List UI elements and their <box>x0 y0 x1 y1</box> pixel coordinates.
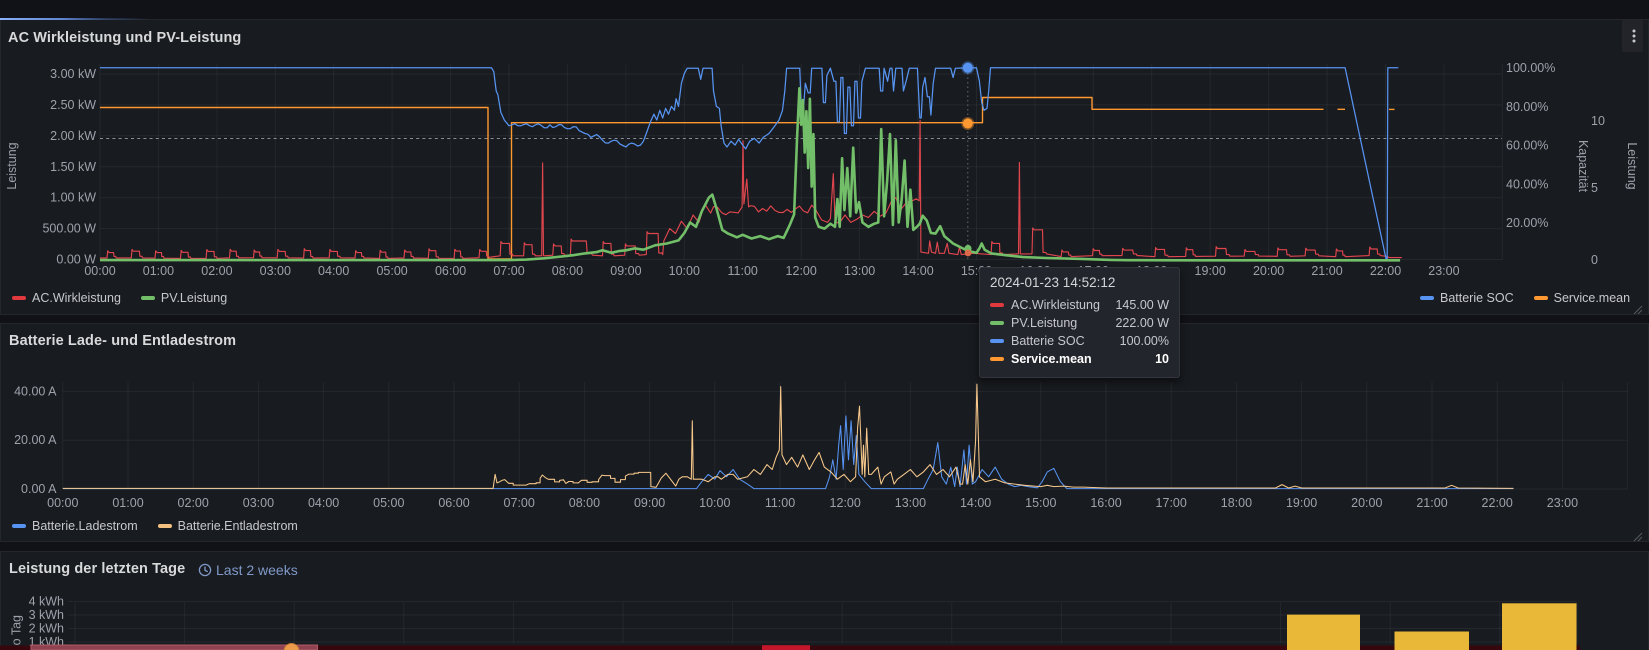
svg-text:21:00: 21:00 <box>1416 496 1447 510</box>
svg-text:22:00: 22:00 <box>1370 264 1401 278</box>
svg-text:18:00: 18:00 <box>1221 496 1252 510</box>
svg-text:06:00: 06:00 <box>435 264 466 278</box>
svg-text:4 kWh: 4 kWh <box>29 595 64 609</box>
svg-text:40.00%: 40.00% <box>1506 177 1548 191</box>
svg-text:10:00: 10:00 <box>699 496 730 510</box>
svg-text:09:00: 09:00 <box>610 264 641 278</box>
svg-text:20.00%: 20.00% <box>1506 216 1548 230</box>
svg-text:5: 5 <box>1591 181 1598 195</box>
svg-text:0: 0 <box>1591 253 1598 267</box>
svg-text:03:00: 03:00 <box>260 264 291 278</box>
svg-text:20:00: 20:00 <box>1351 496 1382 510</box>
svg-text:Leistung: Leistung <box>1625 142 1639 189</box>
svg-text:02:00: 02:00 <box>178 496 209 510</box>
svg-text:05:00: 05:00 <box>376 264 407 278</box>
svg-text:11:00: 11:00 <box>765 496 795 510</box>
svg-text:2.00 kW: 2.00 kW <box>50 129 96 143</box>
svg-text:14:00: 14:00 <box>960 496 991 510</box>
svg-text:10: 10 <box>1591 114 1605 128</box>
svg-text:10:00: 10:00 <box>669 264 700 278</box>
svg-text:06:00: 06:00 <box>438 496 469 510</box>
svg-text:01:00: 01:00 <box>112 496 143 510</box>
svg-text:11:00: 11:00 <box>728 264 758 278</box>
svg-text:2 kWh: 2 kWh <box>29 622 64 636</box>
svg-text:09:00: 09:00 <box>634 496 665 510</box>
svg-text:500.00 W: 500.00 W <box>42 222 96 236</box>
svg-text:100.00%: 100.00% <box>1506 61 1555 75</box>
svg-text:07:00: 07:00 <box>493 264 524 278</box>
svg-text:16:00: 16:00 <box>1090 496 1121 510</box>
svg-text:1.50 kW: 1.50 kW <box>50 160 96 174</box>
svg-text:14:00: 14:00 <box>902 264 933 278</box>
svg-text:3 kWh: 3 kWh <box>29 608 64 622</box>
svg-text:Leistung: Leistung <box>5 142 19 189</box>
svg-text:20.00 A: 20.00 A <box>14 433 57 447</box>
svg-text:17:00: 17:00 <box>1156 496 1187 510</box>
svg-text:08:00: 08:00 <box>569 496 600 510</box>
svg-text:03:00: 03:00 <box>243 496 274 510</box>
svg-text:01:00: 01:00 <box>143 264 174 278</box>
svg-text:12:00: 12:00 <box>786 264 817 278</box>
svg-text:kWh pro Tag: kWh pro Tag <box>9 615 23 650</box>
svg-text:15:00: 15:00 <box>1025 496 1056 510</box>
svg-text:40.00 A: 40.00 A <box>14 384 57 398</box>
svg-text:3.00 kW: 3.00 kW <box>50 67 96 81</box>
svg-text:0.00 A: 0.00 A <box>21 482 57 496</box>
svg-text:0.00 W: 0.00 W <box>56 253 96 267</box>
svg-text:20:00: 20:00 <box>1253 264 1284 278</box>
svg-text:02:00: 02:00 <box>201 264 232 278</box>
svg-text:19:00: 19:00 <box>1286 496 1317 510</box>
svg-text:05:00: 05:00 <box>373 496 404 510</box>
svg-text:13:00: 13:00 <box>895 496 926 510</box>
svg-text:04:00: 04:00 <box>308 496 339 510</box>
svg-text:00:00: 00:00 <box>84 264 115 278</box>
svg-text:04:00: 04:00 <box>318 264 349 278</box>
svg-text:13:00: 13:00 <box>844 264 875 278</box>
svg-text:08:00: 08:00 <box>552 264 583 278</box>
svg-text:Kapazität: Kapazität <box>1576 140 1590 193</box>
svg-text:19:00: 19:00 <box>1195 264 1226 278</box>
svg-text:80.00%: 80.00% <box>1506 100 1548 114</box>
svg-text:60.00%: 60.00% <box>1506 139 1548 153</box>
svg-text:23:00: 23:00 <box>1547 496 1578 510</box>
svg-text:00:00: 00:00 <box>47 496 78 510</box>
svg-text:23:00: 23:00 <box>1428 264 1459 278</box>
svg-text:1.00 kW: 1.00 kW <box>50 191 96 205</box>
svg-text:21:00: 21:00 <box>1311 264 1342 278</box>
svg-text:12:00: 12:00 <box>830 496 861 510</box>
svg-text:07:00: 07:00 <box>504 496 535 510</box>
svg-text:22:00: 22:00 <box>1482 496 1513 510</box>
svg-text:2.50 kW: 2.50 kW <box>50 98 96 112</box>
